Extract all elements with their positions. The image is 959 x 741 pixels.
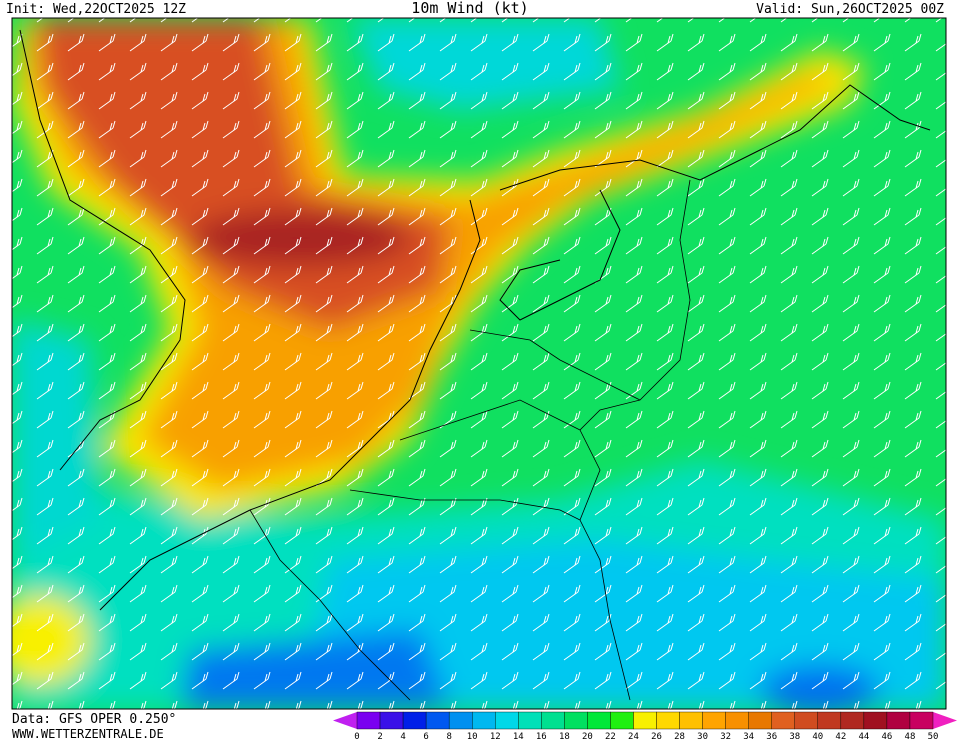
border [349,489,581,521]
coastline [499,84,931,191]
colorbar-band [495,711,519,730]
map-frame [11,17,947,710]
borders [249,179,691,701]
colorbar-tick-label: 48 [905,732,916,741]
colorbar-band [702,711,726,730]
colorbar-band [909,711,934,730]
colorbar-tick-label: 22 [605,732,616,741]
border [579,179,691,701]
colorbar-band [356,711,381,730]
colorbar-band [886,711,911,730]
colorbar-band [840,711,865,730]
colorbar-tick-label: 30 [697,732,708,741]
colorbar-tick-label: 16 [536,732,547,741]
colorbar-tick-label: 32 [720,732,731,741]
colorbar-high-arrow [933,712,957,729]
colorbar-tick-label: 2 [377,732,382,741]
colorbar-band [610,711,634,730]
coastline [499,189,621,321]
colorbar-band [541,711,565,730]
colorbar-band [402,711,427,730]
colorbar-tick-label: 18 [559,732,570,741]
colorbar-tick-label: 36 [766,732,777,741]
coastline [19,29,186,471]
colorbar-tick-label: 0 [354,732,359,741]
border [469,329,641,401]
colorbar-tick-label: 26 [651,732,662,741]
colorbar-band [725,711,749,730]
colorbar-band [771,711,795,730]
coastline [99,199,481,611]
valid-label: Valid: Sun,26OCT2025 00Z [756,2,944,17]
border [249,509,411,701]
colorbar-band [379,711,404,730]
colorbar-band [564,711,588,730]
init-label: Init: Wed,22OCT2025 12Z [6,2,186,17]
border [399,399,581,441]
colorbar-band [472,711,496,730]
colorbar-tick-label: 4 [400,732,405,741]
colorbar-band [448,711,473,730]
colorbar-tick-label: 38 [789,732,800,741]
colorbar-tick-label: 10 [467,732,478,741]
colorbar-band [587,711,611,730]
colorbar-band [794,711,819,730]
colorbar-tick-label: 34 [743,732,754,741]
colorbar-band [656,711,680,730]
site-label: WWW.WETTERZENTRALE.DE [12,727,164,741]
colorbar-band [863,711,888,730]
colorbar-band [817,711,842,730]
colorbar-tick-label: 28 [674,732,685,741]
coastlines [19,29,931,611]
colorbar-tick-label: 20 [582,732,593,741]
map-title: 10m Wind (kt) [411,0,528,17]
colorbar-tick-label: 24 [628,732,639,741]
colorbar-band [633,711,657,730]
colorbar-band [679,711,703,730]
colorbar-tick-label: 40 [812,732,823,741]
colorbar-tick-label: 50 [928,732,939,741]
colorbar-band [425,711,450,730]
colorbar-tick-label: 46 [881,732,892,741]
colorbar-tick-label: 44 [858,732,869,741]
map [12,18,946,709]
colorbar-tick-label: 14 [513,732,524,741]
colorbar-tick-label: 12 [490,732,501,741]
colorbar-tick-label: 6 [423,732,428,741]
colorbar-low-arrow [333,712,357,729]
colorbar-band [748,711,772,730]
colorbar-tick-label: 42 [835,732,846,741]
colorbar-tick-label: 8 [446,732,451,741]
colorbar-band [518,711,542,730]
wind-barbs [12,18,946,709]
colorbar: 0 2 4 6 8 10 12 14 16 18 20 22 24 26 28 30 32 34 36 38 40 42 4… [333,711,957,741]
data-source: Data: GFS OPER 0.250° [12,712,176,727]
